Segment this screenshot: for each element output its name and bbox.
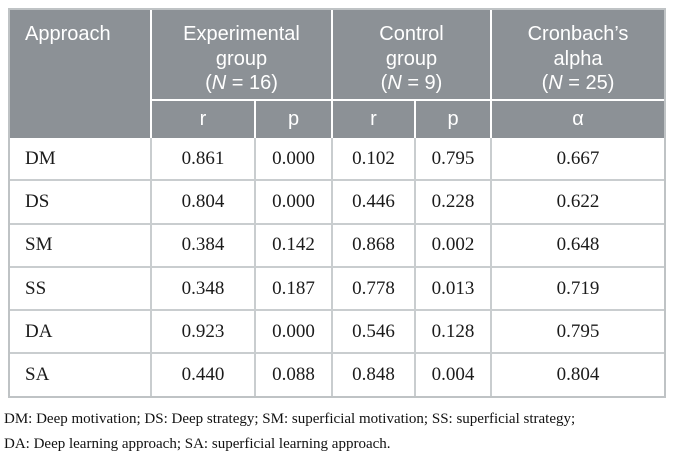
table-header: Approach Experimental group (N = 16) Con… [10,10,664,138]
header-line-n: (N = 16) [205,72,278,94]
cell-ctrl-p: 0.004 [416,354,490,396]
cell-exp-p: 0.000 [256,181,331,223]
cell-ctrl-r: 0.546 [333,311,414,353]
cell-ctrl-p: 0.128 [416,311,490,353]
cell-exp-r: 0.861 [152,138,254,180]
correlation-table: Approach Experimental group (N = 16) Con… [8,8,666,398]
column-header-control-group: Control group (N = 9) [333,10,490,99]
cell-approach: DS [10,181,150,223]
cell-ctrl-r: 0.868 [333,224,414,266]
cell-approach: DA [10,311,150,353]
header-line: alpha [553,47,603,70]
header-line: group [385,47,438,70]
subheader-ctrl-p: p [416,101,490,138]
column-header-experimental-group: Experimental group (N = 16) [152,10,331,99]
subheader-alpha: α [492,101,664,138]
cell-ctrl-r: 0.102 [333,138,414,180]
cell-alpha: 0.719 [492,267,664,310]
cell-ctrl-r: 0.778 [333,267,414,310]
cell-exp-p: 0.142 [256,224,331,266]
cell-alpha: 0.804 [492,354,664,396]
cell-alpha: 0.622 [492,181,664,223]
header-line: Control [379,23,444,45]
header-line-n: (N = 9) [380,72,443,94]
cell-exp-r: 0.804 [152,181,254,223]
subheader-exp-p: p [256,101,331,138]
cell-ctrl-p: 0.795 [416,138,490,180]
cell-alpha: 0.667 [492,138,664,180]
footnote-line: DA: Deep learning approach; SA: superfic… [4,436,391,452]
cell-ctrl-r: 0.446 [333,181,414,223]
cell-exp-r: 0.923 [152,311,254,353]
subheader-exp-r: r [152,101,254,138]
column-header-cronbachs-alpha: Cronbach’s alpha (N = 25) [492,10,664,99]
cell-ctrl-p: 0.228 [416,181,490,223]
column-header-approach: Approach [10,10,150,138]
cell-ctrl-p: 0.013 [416,267,490,310]
cell-exp-p: 0.187 [256,267,331,310]
table-footnote: DM: Deep motivation; DS: Deep strategy; … [4,407,575,457]
cell-exp-p: 0.000 [256,138,331,180]
cell-ctrl-p: 0.002 [416,224,490,266]
header-line: Cronbach’s [527,23,629,45]
cell-alpha: 0.648 [492,224,664,266]
header-line: Experimental [183,23,300,45]
cell-exp-r: 0.440 [152,354,254,396]
header-line: group [215,47,268,70]
cell-alpha: 0.795 [492,311,664,353]
cell-exp-p: 0.088 [256,354,331,396]
cell-approach: SM [10,224,150,266]
cell-exp-r: 0.348 [152,267,254,310]
cell-approach: SS [10,267,150,310]
header-line-n: (N = 25) [541,72,615,94]
footnote-line: DM: Deep motivation; DS: Deep strategy; … [4,411,576,427]
cell-exp-p: 0.000 [256,311,331,353]
cell-approach: DM [10,138,150,180]
table-body: DM 0.861 0.000 0.102 0.795 0.667 DS 0.80… [10,138,664,396]
cell-ctrl-r: 0.848 [333,354,414,396]
cell-approach: SA [10,354,150,396]
cell-exp-r: 0.384 [152,224,254,266]
subheader-ctrl-r: r [333,101,414,138]
